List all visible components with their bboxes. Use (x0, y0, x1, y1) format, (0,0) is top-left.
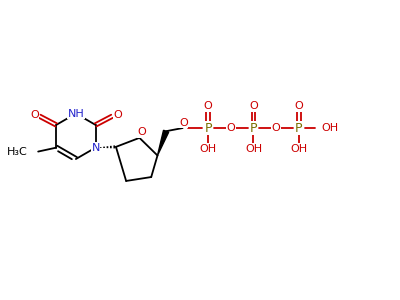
Text: P: P (250, 122, 257, 135)
Text: N: N (91, 142, 100, 153)
Text: O: O (226, 123, 235, 133)
Text: OH: OH (290, 144, 308, 154)
Text: H₃C: H₃C (6, 147, 27, 157)
Text: O: O (204, 101, 212, 111)
Text: O: O (30, 110, 39, 120)
Text: O: O (272, 123, 280, 133)
Text: O: O (179, 118, 188, 128)
Text: O: O (249, 101, 258, 111)
Text: OH: OH (322, 123, 339, 133)
Text: P: P (295, 122, 303, 135)
Text: OH: OH (200, 144, 217, 154)
Text: OH: OH (245, 144, 262, 154)
Polygon shape (158, 130, 169, 155)
Text: NH: NH (68, 109, 84, 118)
Text: O: O (138, 128, 146, 137)
Text: P: P (204, 122, 212, 135)
Text: O: O (113, 110, 122, 120)
Text: O: O (294, 101, 303, 111)
